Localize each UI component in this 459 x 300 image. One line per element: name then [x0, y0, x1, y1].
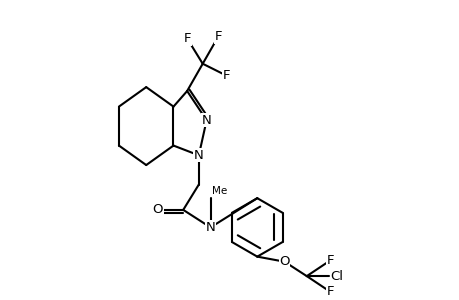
- Text: N: N: [205, 221, 215, 234]
- Text: Me: Me: [212, 186, 227, 196]
- Text: F: F: [183, 32, 190, 45]
- Text: F: F: [326, 254, 333, 267]
- Text: F: F: [222, 69, 230, 82]
- Text: O: O: [279, 255, 289, 268]
- Text: N: N: [194, 149, 203, 162]
- Text: O: O: [152, 203, 163, 216]
- Text: Cl: Cl: [330, 270, 343, 283]
- Text: F: F: [326, 285, 333, 298]
- Text: N: N: [202, 114, 211, 127]
- Text: F: F: [214, 30, 222, 43]
